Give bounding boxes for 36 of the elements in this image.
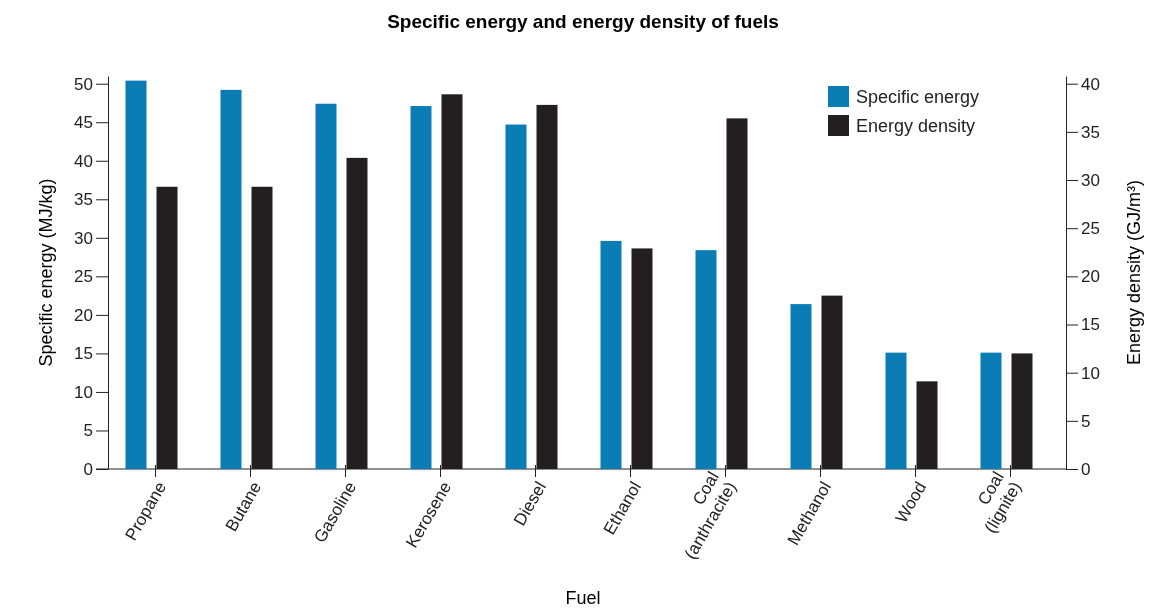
- y2-tick-label: 20: [1081, 267, 1100, 287]
- y2-tick-label: 0: [1081, 459, 1091, 479]
- y-tick-label: 15: [74, 344, 93, 364]
- y-tick-label: 0: [83, 459, 93, 479]
- legend-label: Specific energy: [856, 87, 980, 107]
- y-tick-label: 35: [74, 190, 93, 210]
- bar: [885, 352, 907, 469]
- bar: [125, 80, 147, 469]
- bar: [505, 124, 527, 469]
- y2-tick-label: 10: [1081, 363, 1100, 383]
- y-tick-label: 45: [74, 113, 93, 133]
- y-tick-label: 40: [74, 151, 93, 171]
- y-tick-label: 25: [74, 267, 93, 287]
- y-axis-title: Specific energy (MJ/kg): [36, 178, 56, 367]
- y2-tick-label: 25: [1081, 219, 1100, 239]
- bar: [980, 352, 1002, 469]
- y2-tick-label: 5: [1081, 411, 1091, 431]
- bar: [695, 250, 717, 469]
- y-tick-label: 5: [83, 421, 93, 441]
- y2-tick-label: 15: [1081, 315, 1100, 335]
- bar: [220, 89, 242, 469]
- bar: [600, 240, 622, 469]
- legend-label: Energy density: [856, 116, 976, 136]
- y-tick-label: 20: [74, 305, 93, 325]
- bar: [315, 103, 337, 469]
- bar: [410, 106, 432, 469]
- y-tick-label: 10: [74, 382, 93, 402]
- y-tick-label: 50: [74, 74, 93, 94]
- y-tick-label: 30: [74, 228, 93, 248]
- y2-tick-label: 35: [1081, 122, 1100, 142]
- y2-tick-label: 40: [1081, 74, 1100, 94]
- y2-axis-title: Energy density (GJ/m³): [1124, 179, 1144, 366]
- x-axis-title: Fuel: [565, 588, 601, 608]
- y2-tick-label: 30: [1081, 170, 1100, 190]
- chart-title: Specific energy and energy density of fuels: [387, 11, 779, 32]
- bar: [790, 304, 812, 469]
